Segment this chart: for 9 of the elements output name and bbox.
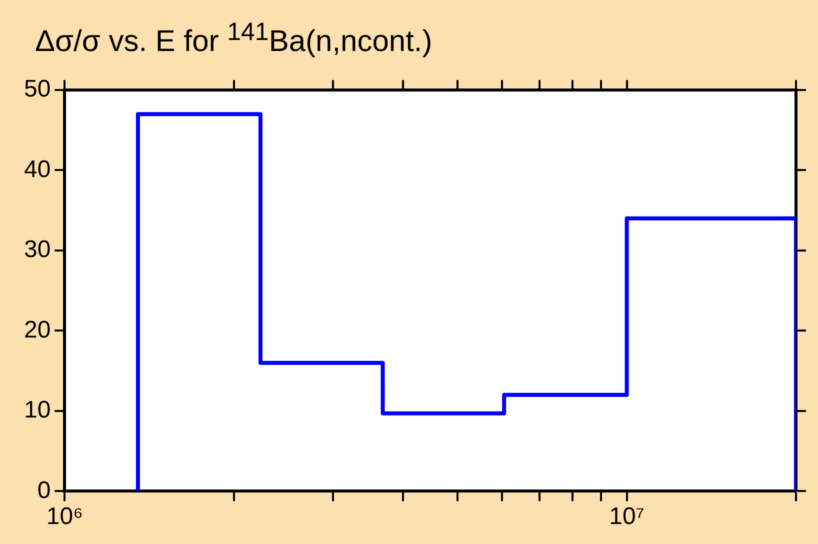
y-tick-label: 10 [24, 396, 51, 424]
x-tick-label: 10⁶ [46, 503, 83, 530]
y-tick-label: 50 [24, 76, 51, 103]
y-tick-label: 30 [24, 236, 51, 264]
x-tick-label: 10⁷ [609, 503, 644, 530]
y-tick-label: 40 [24, 156, 51, 183]
chart-title: Δσ/σ vs. E for $^{141}$Ba(n,ncont.) [35, 18, 432, 59]
y-tick-label: 0 [37, 476, 51, 504]
y-tick-label: 20 [24, 316, 51, 344]
